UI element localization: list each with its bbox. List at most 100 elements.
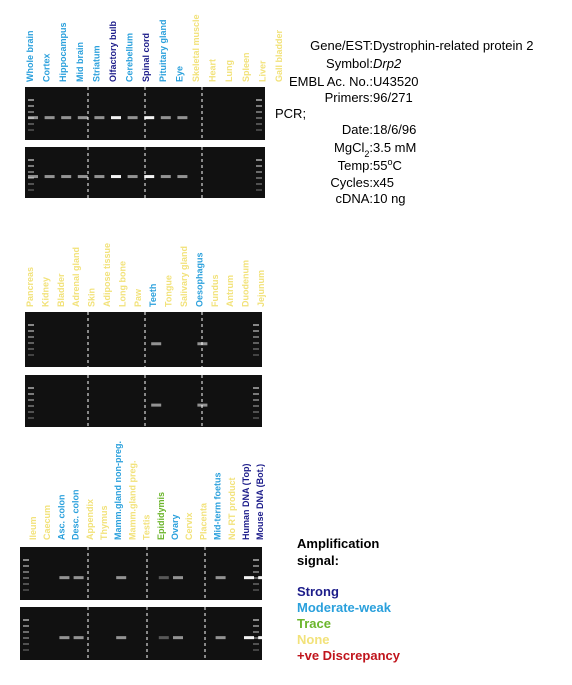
band (151, 403, 162, 407)
lane-label: Adipose tissue (102, 243, 112, 307)
info-value: U43520 (373, 74, 419, 89)
ladder-band (28, 393, 34, 395)
lane-label: Mamm.gland non-preg. (113, 441, 123, 540)
band (127, 175, 138, 179)
lane-label: Liver (257, 60, 267, 82)
info-label: Primers: (325, 90, 373, 105)
lane-label: Testis (142, 515, 152, 540)
ladder-band (253, 643, 259, 645)
lane-label: Long bone (117, 261, 127, 307)
lane-label: Spleen (241, 52, 251, 82)
band (61, 116, 72, 120)
info-label: cDNA: (335, 191, 373, 206)
band (94, 116, 105, 120)
legend-title: signal: (297, 553, 339, 568)
lane-label: Mouse DNA (Bot.) (255, 464, 265, 540)
gel (25, 312, 262, 367)
ladder-band (253, 577, 259, 579)
lane-label: Fundus (210, 275, 220, 308)
info-text: MgCl (334, 140, 364, 155)
lane-label: Mid-term foetus (213, 473, 223, 541)
ladder-band (256, 177, 262, 179)
info-text: 3.5 mM (373, 140, 416, 155)
lane-label: Striatum (91, 45, 101, 82)
lane-label: Antrum (225, 275, 235, 307)
info-text: Symbol: (326, 56, 373, 71)
lane-label: Adrenal gland (71, 247, 81, 307)
info-text: Dystrophin-related protein 2 (373, 38, 533, 53)
band (28, 116, 38, 120)
lane-label: Lung (224, 60, 234, 82)
ladder-band (28, 111, 34, 113)
ladder-band (256, 171, 262, 173)
legend-item: Moderate-weak (297, 600, 392, 615)
ladder-band (28, 387, 34, 389)
band (173, 576, 183, 580)
lane-label: Kidney (40, 277, 50, 307)
ladder-band (253, 336, 259, 338)
ladder-band (28, 399, 34, 401)
lane-label: Bladder (56, 273, 66, 307)
lane-label: Ileum (28, 516, 38, 540)
lane-label: Ovary (170, 514, 180, 540)
ladder-band (23, 643, 29, 645)
ladder-band (23, 559, 29, 561)
lane-label: Spinal cord (141, 33, 151, 82)
ladder-band (253, 411, 259, 413)
band (244, 636, 254, 640)
ladder-band (23, 577, 29, 579)
ladder-band (23, 583, 29, 585)
ladder-band (253, 324, 259, 326)
legend-item: Strong (297, 584, 339, 599)
info-text: x45 (373, 175, 394, 190)
lane-label: Placenta (198, 502, 208, 540)
lane-label: Jejunum (256, 270, 266, 307)
info-value: 96/271 (373, 90, 413, 105)
lane-label: Asc. colon (56, 494, 66, 540)
info-text: 10 ng (373, 191, 406, 206)
band (111, 175, 121, 179)
lane-label: Paw (133, 288, 143, 307)
ladder-band (253, 619, 259, 621)
ladder-band (28, 417, 34, 419)
lane-label: Duodenum (241, 260, 251, 307)
ladder-band (23, 565, 29, 567)
info-text: Drp2 (373, 56, 402, 71)
info-label: MgCl2: (334, 140, 373, 159)
info-label: Gene/EST: (310, 38, 373, 53)
lane-label: Teeth (148, 284, 158, 307)
info-value: 18/6/96 (373, 122, 416, 137)
ladder-band (256, 123, 262, 125)
ladder-band (28, 354, 34, 356)
lane-label: Heart (208, 59, 218, 82)
band (44, 116, 55, 120)
ladder-band (253, 571, 259, 573)
ladder-band (28, 348, 34, 350)
band (28, 175, 38, 179)
info-text: Gene/EST: (310, 38, 373, 53)
ladder-band (28, 189, 34, 191)
band (173, 636, 183, 640)
band (177, 175, 188, 179)
band (258, 636, 269, 640)
ladder-band (23, 571, 29, 573)
lane-label: Desc. colon (71, 489, 81, 540)
lane-label: Epididymis (156, 492, 166, 540)
info-text: : (369, 140, 373, 155)
ladder-band (253, 631, 259, 633)
ladder-band (28, 129, 34, 131)
gel (25, 375, 262, 427)
ladder-band (256, 111, 262, 113)
band (127, 116, 138, 120)
info-value: Drp2 (373, 56, 402, 71)
lane-label: Appendix (85, 499, 95, 540)
lane-label: Pituitary gland (158, 19, 168, 82)
ladder-band (28, 183, 34, 185)
lane-label: Mamm.gland preg. (127, 460, 137, 540)
legend-item: +ve Discrepancy (297, 648, 401, 663)
band (73, 576, 84, 580)
lane-label: Gall bladder (274, 29, 284, 82)
ladder-band (256, 159, 262, 161)
ladder-band (256, 165, 262, 167)
lane-label: Cortex (42, 53, 52, 82)
